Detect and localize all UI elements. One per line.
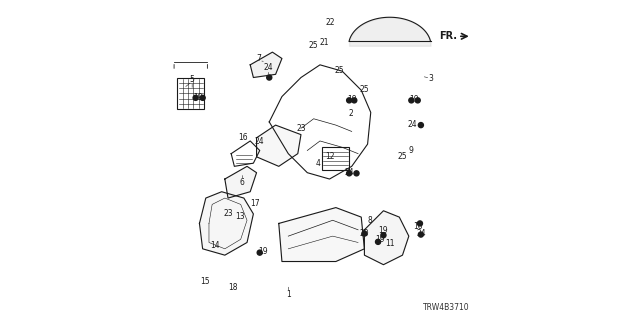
Text: 23: 23: [297, 124, 307, 133]
Circle shape: [200, 95, 205, 100]
Polygon shape: [250, 52, 282, 77]
Text: TRW4B3710: TRW4B3710: [422, 303, 469, 312]
Text: 20: 20: [360, 229, 369, 238]
Polygon shape: [364, 211, 409, 265]
Circle shape: [362, 231, 367, 236]
Circle shape: [417, 221, 422, 226]
Text: 9: 9: [408, 146, 413, 155]
Text: 22: 22: [326, 19, 335, 28]
Polygon shape: [225, 166, 257, 198]
Text: 16: 16: [238, 133, 248, 142]
Text: 4: 4: [316, 159, 321, 168]
Circle shape: [409, 98, 414, 103]
Text: 8: 8: [368, 216, 372, 225]
Text: 11: 11: [385, 239, 394, 248]
Text: 3: 3: [428, 74, 433, 83]
Text: 12: 12: [324, 152, 334, 161]
Circle shape: [415, 98, 420, 103]
Text: 19: 19: [193, 93, 202, 102]
Text: 19: 19: [378, 226, 388, 235]
Text: 7: 7: [257, 54, 262, 63]
Text: 25: 25: [360, 85, 369, 94]
Circle shape: [347, 98, 352, 103]
Circle shape: [352, 98, 356, 103]
Text: 19: 19: [409, 95, 419, 104]
Text: 6: 6: [240, 178, 244, 187]
Text: 17: 17: [250, 199, 260, 208]
Text: 24: 24: [417, 229, 426, 238]
Polygon shape: [200, 192, 253, 255]
Circle shape: [193, 95, 198, 100]
Circle shape: [354, 171, 359, 176]
Circle shape: [419, 123, 424, 128]
Text: 25: 25: [309, 41, 319, 50]
Text: FR.: FR.: [440, 31, 458, 41]
Circle shape: [267, 75, 272, 80]
Bar: [321, 147, 349, 170]
Circle shape: [419, 232, 424, 237]
Text: 25: 25: [334, 66, 344, 75]
Text: 19: 19: [347, 95, 356, 104]
Text: 19: 19: [375, 236, 385, 244]
Text: 24: 24: [264, 63, 273, 72]
Text: 13: 13: [236, 212, 245, 221]
Circle shape: [257, 250, 262, 255]
Text: 15: 15: [200, 277, 210, 286]
Text: 2: 2: [348, 108, 353, 117]
Text: 1: 1: [286, 290, 291, 299]
Text: 25: 25: [397, 152, 407, 161]
Polygon shape: [279, 208, 364, 261]
Circle shape: [376, 239, 381, 244]
Circle shape: [347, 171, 352, 176]
Polygon shape: [257, 125, 301, 166]
Text: 24: 24: [407, 120, 417, 129]
Text: 21: 21: [320, 38, 329, 47]
Text: 24: 24: [345, 168, 355, 177]
Text: 18: 18: [228, 283, 237, 292]
Circle shape: [381, 233, 386, 238]
Text: 5: 5: [189, 75, 195, 84]
Text: 23: 23: [223, 209, 233, 219]
Text: 10: 10: [413, 222, 423, 231]
Text: 14: 14: [211, 241, 220, 250]
Bar: [177, 77, 204, 109]
Text: 24: 24: [254, 137, 264, 146]
Text: 19: 19: [258, 247, 268, 257]
